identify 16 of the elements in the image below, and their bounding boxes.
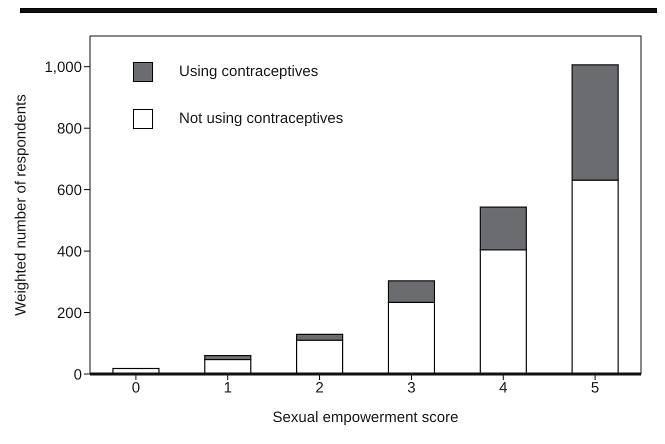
x-tick-label: 5: [590, 380, 600, 397]
legend-label: Using contraceptives: [179, 63, 318, 80]
x-axis-title: Sexual empowerment score: [272, 409, 458, 426]
x-tick-label: 2: [315, 380, 324, 397]
y-tick-label: 800: [56, 120, 82, 138]
y-axis-title: Weighted number of respondents: [12, 94, 30, 316]
y-tick-label: 0: [74, 366, 82, 384]
x-tick-label: 4: [499, 380, 508, 397]
x-tick-label: 1: [224, 380, 232, 397]
y-tick-label: 200: [56, 304, 82, 322]
x-tick-label: 0: [132, 380, 140, 397]
y-tick-label: 1,000: [44, 59, 82, 76]
x-tick-label: 3: [407, 380, 416, 397]
legend-label: Not using contraceptives: [179, 110, 344, 127]
y-tick-label: 400: [56, 243, 82, 260]
y-tick-label: 600: [56, 182, 82, 199]
